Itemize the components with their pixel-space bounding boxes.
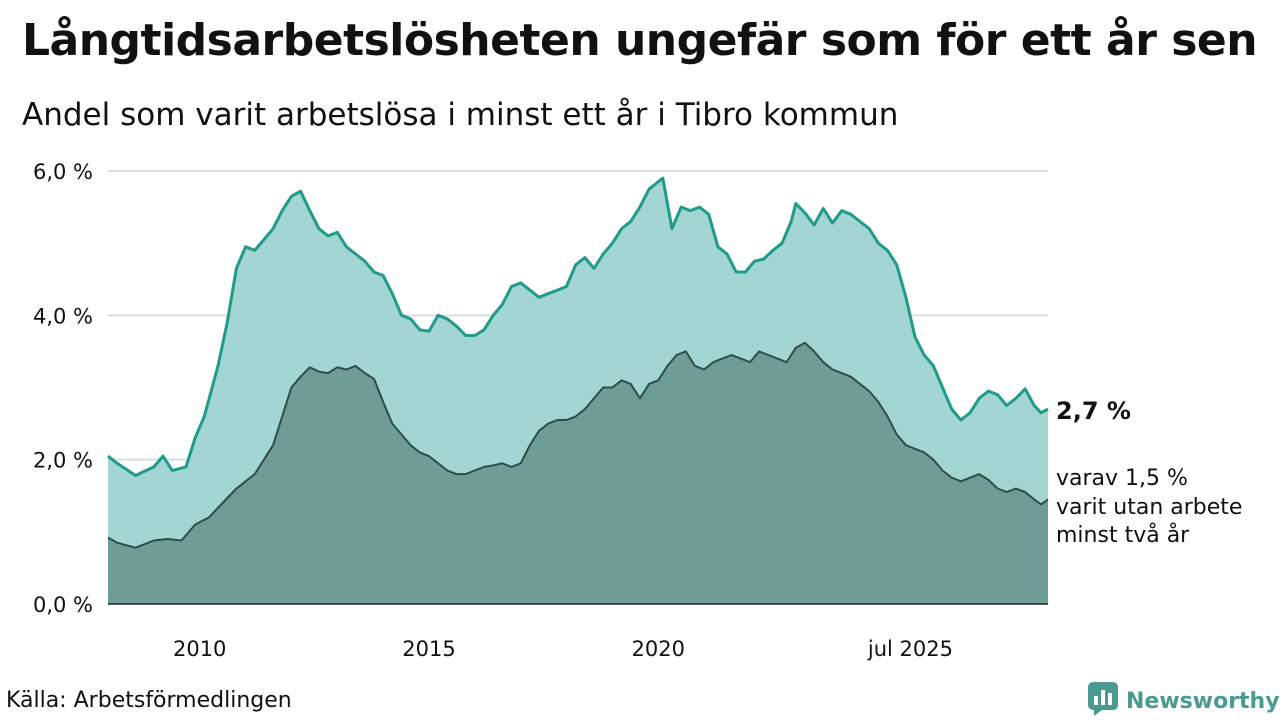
- end-label-two-years-line-3: minst två år: [1056, 522, 1190, 548]
- end-label-two-years-line-1: varav 1,5 %: [1056, 466, 1188, 491]
- y-tick-label: 4,0 %: [33, 304, 93, 328]
- x-tick-label: jul 2025: [867, 637, 953, 661]
- y-axis-ticks: 0,0 % 2,0 % 4,0 % 6,0 %: [33, 160, 93, 617]
- area-chart: 0,0 % 2,0 % 4,0 % 6,0 % 2010 2015 2020 jul 202…: [33, 160, 1242, 661]
- x-tick-label: 2010: [173, 637, 226, 661]
- x-axis-ticks: 2010 2015 2020 jul 2025: [173, 637, 953, 661]
- y-tick-label: 2,0 %: [33, 449, 93, 473]
- chart-title: Långtidsarbetslösheten ungefär som för e…: [22, 15, 1258, 66]
- newsworthy-logo-icon: [1088, 682, 1118, 720]
- end-label-one-year: 2,7 %: [1056, 397, 1131, 425]
- brand-logo: Newsworthy: [1088, 682, 1280, 720]
- y-tick-label: 0,0 %: [33, 593, 93, 617]
- x-tick-label: 2015: [402, 637, 455, 661]
- series-line-two-years: [107, 341, 1049, 549]
- source-note: Källa: Arbetsförmedlingen: [6, 688, 292, 713]
- brand-name: Newsworthy: [1126, 688, 1280, 714]
- x-tick-label: 2020: [632, 637, 685, 661]
- y-tick-label: 6,0 %: [33, 160, 93, 184]
- series-area-two-years: [108, 342, 1048, 604]
- series-line-one-year: [107, 176, 1049, 477]
- end-label-two-years-line-2: varit utan arbete: [1056, 495, 1242, 520]
- chart-subtitle: Andel som varit arbetslösa i minst ett å…: [22, 97, 899, 133]
